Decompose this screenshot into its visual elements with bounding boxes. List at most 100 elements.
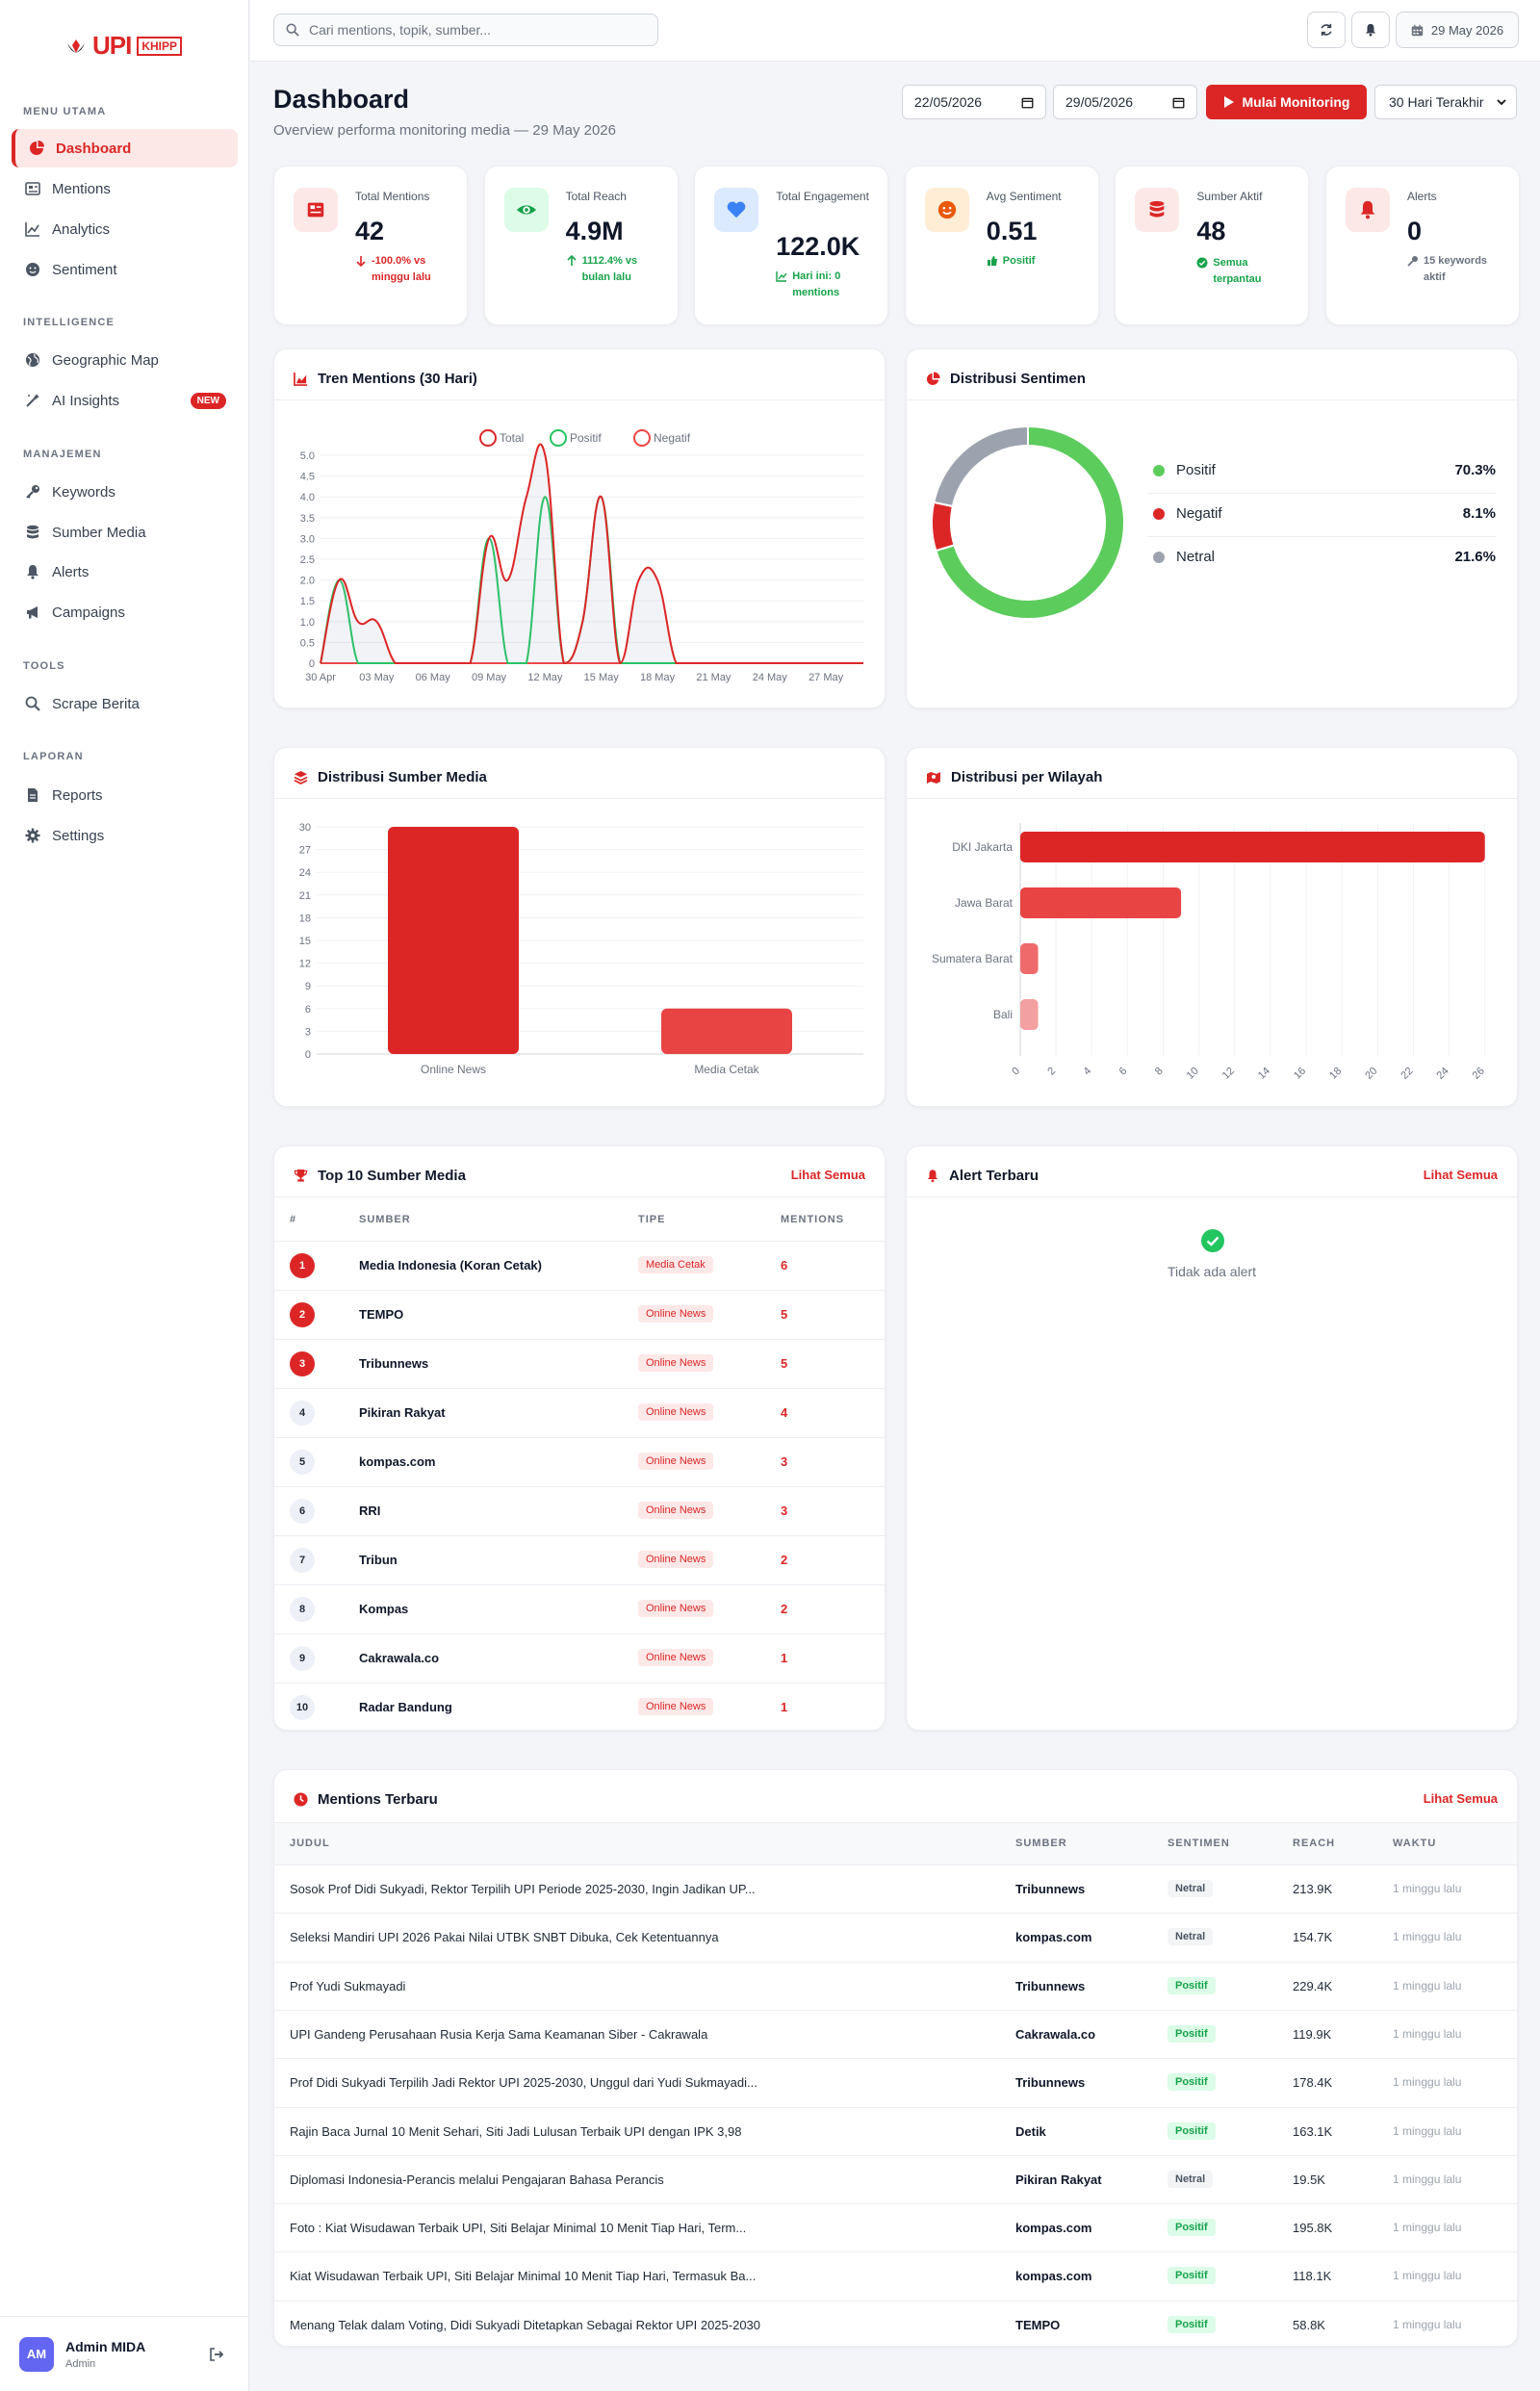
source-name[interactable]: Tribunnews — [359, 1356, 429, 1371]
table-row[interactable]: 2 TEMPO Online News 5 — [274, 1290, 885, 1339]
sidebar-item-mentions[interactable]: Mentions — [12, 169, 238, 208]
stat-delta: Semua terpantau — [1196, 255, 1283, 288]
stat-delta: 1112.4% vs bulan lalu — [566, 253, 653, 286]
sidebar-item-sumber-media[interactable]: Sumber Media — [12, 513, 238, 552]
table-row[interactable]: UPI Gandeng Perusahaan Rusia Kerja Sama … — [274, 2009, 1517, 2058]
legend-value: 21.6% — [1454, 549, 1496, 565]
refresh-button[interactable] — [1307, 12, 1346, 48]
sidebar-item-sentiment[interactable]: Sentiment — [12, 250, 238, 289]
legend-marker[interactable] — [550, 429, 567, 447]
date-to-input[interactable]: 29/05/2026 — [1053, 85, 1197, 119]
source-name[interactable]: Tribun — [359, 1553, 398, 1567]
trend-plot: 0 0.5 1.0 1.5 2.0 2.5 3.0 3.5 4.0 4.5 5.0 30 Apr 03 … — [300, 429, 863, 683]
source-name[interactable]: Media Indonesia (Koran Cetak) — [359, 1258, 542, 1273]
table-row[interactable]: Kiat Wisudawan Terbaik UPI, Siti Belajar… — [274, 2251, 1517, 2300]
sidebar-item-alerts[interactable]: Alerts — [12, 553, 238, 591]
date-from-input[interactable]: 22/05/2026 — [902, 85, 1046, 119]
donut-slice-netral[interactable] — [933, 424, 1029, 508]
mention-title-link[interactable]: Prof Yudi Sukmayadi — [290, 1978, 406, 1993]
rank-badge: 6 — [290, 1499, 315, 1524]
y-tick-label: Sumatera Barat — [932, 952, 1014, 965]
logout-icon[interactable] — [209, 2347, 224, 2362]
sidebar-item-ai-insights[interactable]: AI Insights NEW — [12, 381, 238, 420]
source-name[interactable]: TEMPO — [359, 1307, 404, 1322]
source-name[interactable]: Kompas — [359, 1602, 409, 1616]
bar-online-news[interactable] — [388, 827, 519, 1054]
mention-count: 2 — [781, 1602, 788, 1616]
mention-title-link[interactable]: Rajin Baca Jurnal 10 Menit Sehari, Siti … — [290, 2123, 742, 2139]
table-row[interactable]: Prof Yudi Sukmayadi Tribunnews Positif 229.… — [274, 1961, 1517, 2010]
bar-dki-jakarta[interactable] — [1020, 832, 1485, 862]
source-name[interactable]: Pikiran Rakyat — [359, 1405, 446, 1420]
search-input[interactable]: Cari mentions, topik, sumber... — [273, 13, 658, 46]
mention-title-link[interactable]: Sosok Prof Didi Sukyadi, Rektor Terpilih… — [290, 1882, 756, 1896]
sentiment-card: Distribusi Sentimen Positif 70.3% Negatif 8… — [906, 348, 1518, 708]
source-name[interactable]: Radar Bandung — [359, 1700, 452, 1714]
table-row[interactable]: 9 Cakrawala.co Online News 1 — [274, 1633, 885, 1683]
table-row[interactable]: Diplomasi Indonesia-Perancis melalui Pen… — [274, 2154, 1517, 2203]
sidebar-item-geographic-map[interactable]: Geographic Map — [12, 341, 238, 379]
sidebar-item-dashboard[interactable]: Dashboard — [12, 129, 238, 167]
mention-count: 3 — [781, 1454, 788, 1469]
legend-label[interactable]: Positif — [570, 431, 602, 445]
sidebar-item-keywords[interactable]: Keywords — [12, 473, 238, 511]
sidebar-item-campaigns[interactable]: Campaigns — [12, 593, 238, 631]
sidebar-item-scrape-berita[interactable]: Scrape Berita — [12, 684, 238, 723]
range-select[interactable]: 30 Hari Terakhir — [1374, 85, 1517, 119]
legend-marker[interactable] — [479, 429, 497, 447]
table-row[interactable]: 4 Pikiran Rakyat Online News 4 — [274, 1388, 885, 1437]
calendar-icon[interactable] — [1021, 96, 1034, 109]
top-sources-see-all-link[interactable]: Lihat Semua — [790, 1168, 865, 1182]
table-row[interactable]: 1 Media Indonesia (Koran Cetak) Media Ceta… — [274, 1241, 885, 1290]
y-tick-label: 9 — [305, 981, 311, 992]
table-row[interactable]: Foto : Kiat Wisudawan Terbaik UPI, Siti … — [274, 2203, 1517, 2251]
mention-title-link[interactable]: Kiat Wisudawan Terbaik UPI, Siti Belajar… — [290, 2269, 757, 2284]
type-badge: Online News — [638, 1649, 714, 1666]
table-row[interactable]: 10 Radar Bandung Online News 1 — [274, 1683, 885, 1730]
current-date[interactable]: 29 May 2026 — [1396, 12, 1519, 48]
legend-label[interactable]: Negatif — [654, 431, 691, 445]
calendar-icon[interactable] — [1172, 96, 1185, 109]
avatar[interactable]: AM — [19, 2336, 54, 2372]
mention-title-link[interactable]: Prof Didi Sukyadi Terpilih Jadi Rektor U… — [290, 2075, 757, 2091]
table-row[interactable]: Sosok Prof Didi Sukyadi, Rektor Terpilih… — [274, 1864, 1517, 1913]
donut-slice-positif[interactable] — [935, 424, 1125, 620]
mention-count: 5 — [781, 1356, 788, 1371]
sidebar-item-settings[interactable]: Settings — [12, 816, 238, 855]
table-row[interactable]: 3 Tribunnews Online News 5 — [274, 1339, 885, 1388]
legend-label[interactable]: Total — [500, 431, 524, 445]
bar-bali[interactable] — [1020, 999, 1039, 1030]
source-name[interactable]: RRI — [359, 1504, 381, 1518]
notifications-button[interactable] — [1351, 12, 1390, 48]
table-row[interactable]: Seleksi Mandiri UPI 2026 Pakai Nilai UTB… — [274, 1913, 1517, 1961]
donut-slice-negatif[interactable] — [931, 501, 956, 553]
legend-marker[interactable] — [633, 429, 651, 447]
mention-title-link[interactable]: Foto : Kiat Wisudawan Terbaik UPI, Siti … — [290, 2221, 747, 2236]
mention-title-link[interactable]: UPI Gandeng Perusahaan Rusia Kerja Sama … — [290, 2026, 708, 2042]
mention-title-link[interactable]: Seleksi Mandiri UPI 2026 Pakai Nilai UTB… — [290, 1930, 719, 1945]
sidebar-item-reports[interactable]: Reports — [12, 776, 238, 814]
mention-title-link[interactable]: Menang Telak dalam Voting, Didi Sukyadi … — [290, 2317, 761, 2332]
brand-logo[interactable]: UPI KHIPP — [65, 31, 183, 61]
mention-title-link[interactable]: Diplomasi Indonesia-Perancis melalui Pen… — [290, 2172, 664, 2187]
table-row[interactable]: 7 Tribun Online News 2 — [274, 1535, 885, 1584]
mentions-see-all-link[interactable]: Lihat Semua — [1423, 1791, 1498, 1806]
table-row[interactable]: Menang Telak dalam Voting, Didi Sukyadi … — [274, 2300, 1517, 2346]
source-name[interactable]: Cakrawala.co — [359, 1651, 440, 1665]
x-tick-label: 20 — [1363, 1066, 1379, 1082]
sidebar-item-analytics[interactable]: Analytics — [12, 210, 238, 248]
source-name[interactable]: kompas.com — [359, 1454, 436, 1469]
col-header-source: SUMBER — [359, 1214, 411, 1225]
table-row[interactable]: 6 RRI Online News 3 — [274, 1486, 885, 1535]
bar-sumatera-barat[interactable] — [1020, 943, 1039, 974]
alerts-see-all-link[interactable]: Lihat Semua — [1423, 1168, 1498, 1182]
type-badge: Media Cetak — [638, 1256, 713, 1273]
table-row[interactable]: Prof Didi Sukyadi Terpilih Jadi Rektor U… — [274, 2058, 1517, 2106]
bar-media-cetak[interactable] — [661, 1008, 792, 1054]
table-row[interactable]: 8 Kompas Online News 2 — [274, 1584, 885, 1633]
table-row[interactable]: 5 kompas.com Online News 3 — [274, 1437, 885, 1486]
start-monitoring-button[interactable]: Mulai Monitoring — [1206, 85, 1367, 119]
stat-delta: 15 keywords aktif — [1407, 253, 1494, 286]
table-row[interactable]: Rajin Baca Jurnal 10 Menit Sehari, Siti … — [274, 2106, 1517, 2155]
bar-jawa-barat[interactable] — [1020, 887, 1182, 918]
